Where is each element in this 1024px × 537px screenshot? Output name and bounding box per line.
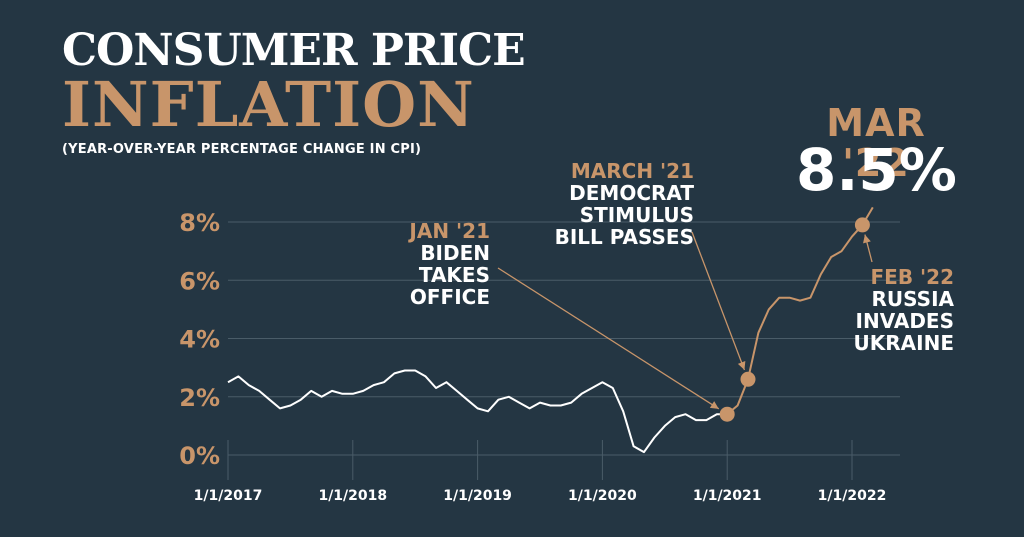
title-block: CONSUMER PRICE INFLATION (YEAR-OVER-YEAR… — [62, 25, 526, 158]
annotation-feb22-date: FEB '22 — [870, 265, 955, 289]
annotation-jan21-date: JAN '21 — [409, 219, 490, 243]
annotation-mar21-line2: STIMULUS — [579, 203, 694, 227]
event-markers — [719, 217, 870, 422]
annotation-mar21: MARCH '21 DEMOCRAT STIMULUS BILL PASSES — [555, 160, 694, 248]
annotation-mar21-line3: BILL PASSES — [554, 225, 694, 249]
x-tick-labels: 1/1/2017 1/1/2018 1/1/2019 1/1/2020 1/1/2021… — [194, 488, 887, 504]
annotation-mar21-line1: DEMOCRAT — [569, 181, 694, 205]
annotation-jan21: JAN '21 BIDEN TAKES OFFICE — [409, 220, 490, 308]
gridlines — [227, 221, 900, 480]
headline-date: MAR '22 — [826, 101, 926, 185]
annotation-feb22-line3: UKRAINE — [853, 331, 954, 355]
x-tick-label: 1/1/2021 — [693, 488, 762, 504]
event-marker-dot — [740, 371, 756, 387]
chart-subtitle: (YEAR-OVER-YEAR PERCENTAGE CHANGE IN CPI… — [62, 142, 422, 157]
x-tick-label: 1/1/2017 — [194, 488, 263, 504]
series-line-0 — [227, 369, 728, 454]
y-tick-label: 0% — [179, 442, 220, 470]
title-line1: CONSUMER PRICE — [62, 25, 526, 76]
annotation-feb22-line1: RUSSIA — [871, 287, 954, 311]
series-lines — [227, 206, 874, 454]
y-tick-label: 2% — [179, 384, 220, 412]
annotation-jan21-line2: TAKES — [418, 263, 490, 287]
annotation-feb22: FEB '22 RUSSIA INVADES UKRAINE — [854, 266, 954, 354]
annotation-arrowhead — [863, 234, 871, 244]
event-marker-dot — [719, 406, 735, 422]
headline-value: 8.5% — [796, 136, 957, 204]
x-tick-label: 1/1/2022 — [818, 488, 887, 504]
x-tick-label: 1/1/2020 — [568, 488, 637, 504]
x-tick-label: 1/1/2018 — [318, 488, 387, 504]
event-marker-dot — [854, 217, 870, 233]
annotation-arrowhead — [709, 401, 719, 409]
x-tick-label: 1/1/2019 — [443, 488, 512, 504]
y-tick-label: 8% — [179, 209, 220, 237]
annotation-feb22-line2: INVADES — [855, 309, 954, 333]
y-tick-label: 4% — [179, 326, 220, 354]
annotation-arrow — [497, 267, 720, 410]
annotation-arrowhead — [737, 361, 746, 370]
y-tick-labels: 0% 2% 4% 6% 8% — [179, 209, 220, 470]
series-line-1 — [726, 206, 874, 415]
annotation-arrows — [497, 231, 873, 410]
annotation-arrow — [691, 231, 746, 371]
annotation-jan21-line3: OFFICE — [409, 285, 490, 309]
annotation-mar21-date: MARCH '21 — [570, 159, 694, 183]
title-line2: INFLATION — [62, 68, 475, 141]
annotation-jan21-line1: BIDEN — [420, 241, 490, 265]
y-tick-label: 6% — [179, 267, 220, 295]
